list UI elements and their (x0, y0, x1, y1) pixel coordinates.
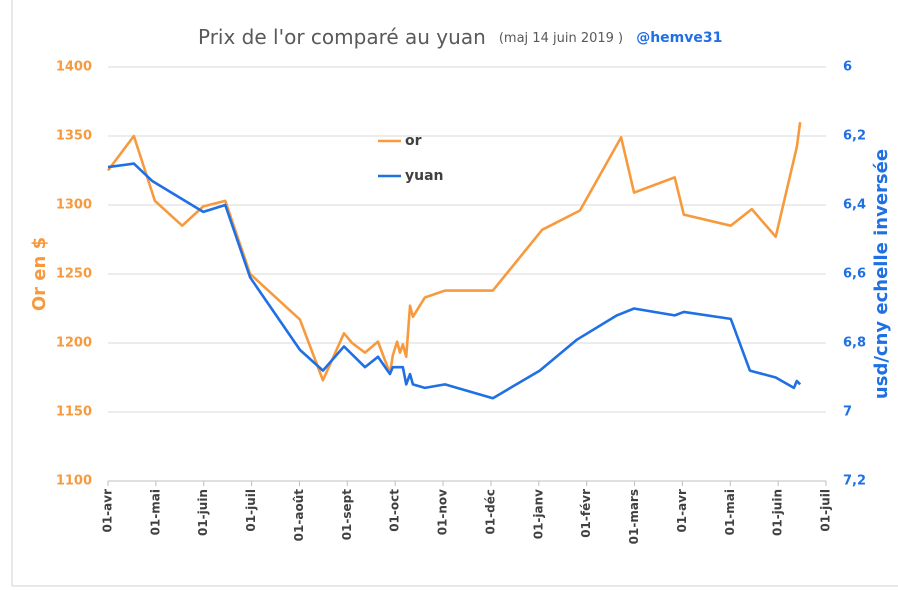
x-tick-label: 01-juin (196, 489, 210, 536)
x-tick-label: 01-janv (531, 489, 545, 539)
y2-tick-label: 6,2 (843, 129, 866, 144)
y-tick-label: 1250 (56, 267, 92, 282)
x-tick-label: 01-mars (627, 489, 641, 544)
y2-axis-label: usd/cny echelle inversée (871, 149, 892, 399)
y-tick-label: 1400 (56, 60, 92, 75)
chart-subtitle: (maj 14 juin 2019 ) (499, 31, 623, 46)
x-tick-label: 01-avr (675, 489, 689, 533)
x-tick-label: 01-nov (436, 489, 450, 535)
x-tick-label: 01-mai (723, 489, 737, 535)
y2-tick-label: 7,2 (843, 474, 866, 489)
series-line (107, 162, 802, 400)
y-tick-label: 1100 (56, 474, 92, 489)
legend-label: yuan (405, 168, 444, 184)
chart-heading: Prix de l'or comparé au yuan (maj 14 jui… (198, 25, 722, 49)
x-tick-label: 01-juil (244, 489, 258, 532)
y2-tick-label: 6,8 (843, 336, 866, 351)
chart-title: Prix de l'or comparé au yuan (198, 25, 486, 49)
y-tick-label: 1300 (56, 198, 92, 213)
y-axis-label: Or en $ (29, 237, 50, 311)
x-tick-label: 01-mai (148, 489, 162, 535)
y2-tick-label: 6 (843, 60, 852, 75)
x-tick-label: 01-avr (101, 489, 115, 533)
x-tick-label: 01-juin (771, 489, 785, 536)
x-tick-label: 01-sept (340, 489, 354, 541)
legend-label: or (405, 133, 422, 149)
x-tick-label: 01-août (292, 489, 306, 542)
chart-author: @hemve31 (636, 30, 722, 46)
y-tick-label: 1150 (56, 405, 92, 420)
x-tick-label: 01-févr (579, 489, 593, 538)
series-line (106, 122, 802, 382)
x-tick-label: 01-déc (483, 489, 497, 535)
y2-tick-label: 7 (843, 405, 852, 420)
y-tick-label: 1200 (56, 336, 92, 351)
y2-tick-label: 6,6 (843, 267, 866, 282)
x-tick-label: 01-oct (388, 489, 402, 532)
x-tick-label: 01-juil (819, 489, 833, 532)
y2-tick-label: 6,4 (843, 198, 866, 213)
y-tick-label: 1350 (56, 129, 92, 144)
